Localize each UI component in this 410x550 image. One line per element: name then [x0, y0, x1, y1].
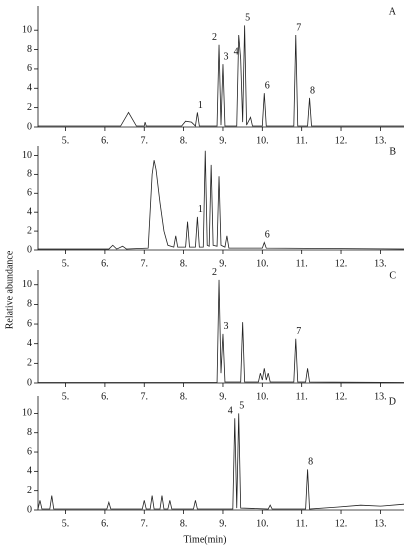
- x-tick-label: 5.: [62, 258, 70, 269]
- peak-label: 3: [223, 321, 228, 332]
- y-tick-label: 0: [27, 377, 32, 388]
- peak-label: 3: [223, 51, 228, 62]
- y-tick-label: 6: [27, 188, 32, 199]
- peak-label: 4: [234, 47, 239, 58]
- x-tick-label: 7.: [141, 518, 149, 529]
- x-tick-label: 13.: [374, 518, 387, 529]
- x-tick-label: 12.: [335, 391, 348, 402]
- x-tick-label: 6.: [101, 258, 109, 269]
- x-tick-label: 13.: [374, 258, 387, 269]
- panel-label: C: [389, 270, 396, 281]
- trace: [37, 413, 405, 510]
- x-tick-label: 8.: [180, 391, 188, 402]
- trace: [38, 150, 405, 250]
- y-tick-label: 10: [22, 279, 32, 290]
- x-tick-label: 12.: [335, 258, 348, 269]
- x-tick-label: 6.: [101, 391, 109, 402]
- y-tick-label: 4: [27, 466, 32, 477]
- y-tick-label: 4: [27, 83, 32, 94]
- peak-label: 1: [198, 204, 203, 215]
- trace: [38, 25, 404, 127]
- peak-label: 8: [308, 457, 313, 468]
- x-tick-label: 8.: [180, 135, 188, 146]
- y-tick-label: 10: [22, 150, 32, 161]
- y-tick-label: 2: [27, 102, 32, 113]
- x-tick-label: 13.: [374, 391, 387, 402]
- x-tick-label: 5.: [62, 518, 70, 529]
- x-tick-label: 12.: [335, 518, 348, 529]
- y-tick-label: 2: [27, 358, 32, 369]
- x-tick-label: 9.: [219, 391, 227, 402]
- x-tick-label: 10.: [256, 391, 269, 402]
- trace: [38, 279, 405, 383]
- y-tick-label: 2: [27, 225, 32, 236]
- peak-label: 7: [296, 326, 301, 337]
- peak-label: 2: [212, 32, 217, 43]
- peak-label: 8: [310, 85, 315, 96]
- x-tick-label: 5.: [62, 391, 70, 402]
- x-tick-label: 13.: [374, 135, 387, 146]
- y-tick-label: 10: [22, 408, 32, 419]
- y-tick-label: 0: [27, 244, 32, 255]
- x-tick-label: 9.: [219, 258, 227, 269]
- y-tick-label: 2: [27, 485, 32, 496]
- y-tick-label: 10: [22, 24, 32, 35]
- y-tick-label: 4: [27, 338, 32, 349]
- y-tick-label: 8: [27, 169, 32, 180]
- peak-label: 6: [265, 230, 270, 241]
- peak-label: 6: [265, 80, 270, 91]
- y-tick-label: 6: [27, 318, 32, 329]
- x-tick-label: 11.: [296, 258, 308, 269]
- x-tick-label: 9.: [219, 518, 227, 529]
- x-tick-label: 12.: [335, 135, 348, 146]
- y-tick-label: 8: [27, 299, 32, 310]
- y-tick-label: 0: [27, 504, 32, 515]
- peak-label: 1: [198, 100, 203, 111]
- x-tick-label: 8.: [180, 518, 188, 529]
- y-axis-label: Relative abundance: [4, 250, 15, 329]
- x-tick-label: 6.: [101, 135, 109, 146]
- x-tick-label: 10.: [256, 258, 269, 269]
- peak-label: 2: [212, 267, 217, 278]
- peak-label: 5: [239, 401, 244, 412]
- x-tick-label: 6.: [101, 518, 109, 529]
- y-tick-label: 6: [27, 63, 32, 74]
- peak-label: 4: [228, 406, 233, 417]
- x-tick-label: 11.: [296, 518, 308, 529]
- x-tick-label: 7.: [141, 258, 149, 269]
- peak-label: 7: [296, 22, 301, 33]
- x-tick-label: 7.: [141, 135, 149, 146]
- y-tick-label: 4: [27, 206, 32, 217]
- y-tick-label: 8: [27, 427, 32, 438]
- x-tick-label: 11.: [296, 135, 308, 146]
- panel-label: A: [389, 6, 397, 17]
- x-tick-label: 7.: [141, 391, 149, 402]
- x-tick-label: 11.: [296, 391, 308, 402]
- x-axis-label: Time(min): [184, 534, 227, 545]
- x-tick-label: 10.: [256, 518, 269, 529]
- x-tick-label: 10.: [256, 135, 269, 146]
- x-tick-label: 5.: [62, 135, 70, 146]
- x-tick-label: 9.: [219, 135, 227, 146]
- x-tick-label: 8.: [180, 258, 188, 269]
- y-tick-label: 8: [27, 44, 32, 55]
- y-tick-label: 0: [27, 121, 32, 132]
- panel-label: D: [389, 396, 396, 407]
- y-tick-label: 6: [27, 446, 32, 457]
- peak-label: 5: [245, 13, 250, 24]
- panel-label: B: [389, 146, 396, 157]
